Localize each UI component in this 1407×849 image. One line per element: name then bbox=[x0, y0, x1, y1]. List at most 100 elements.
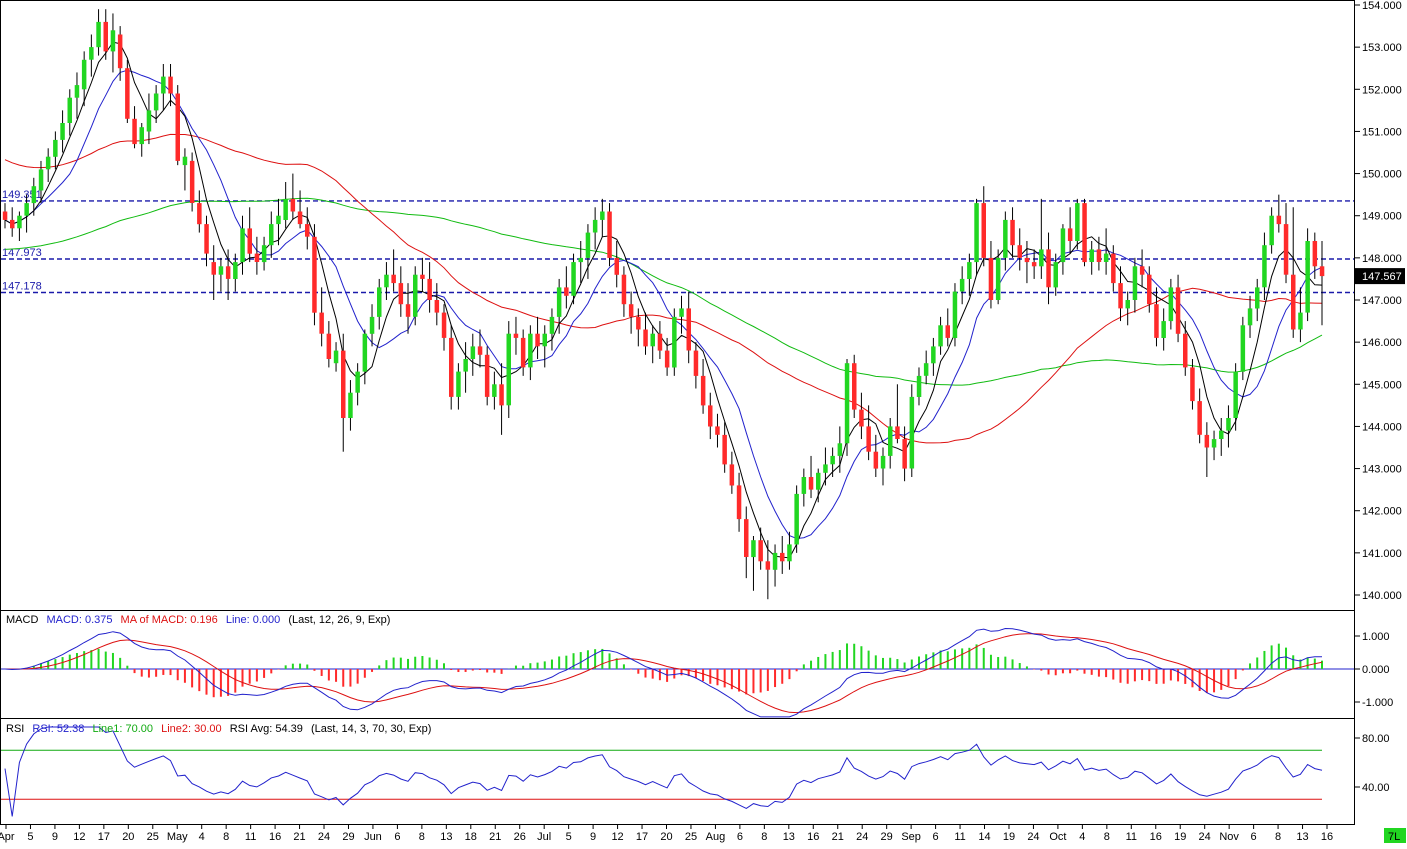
time-tick-label: 20 bbox=[122, 831, 134, 843]
candle-body bbox=[492, 384, 497, 397]
candle-body bbox=[664, 350, 670, 368]
time-tick-label: 19 bbox=[1003, 831, 1015, 843]
candle-body bbox=[45, 156, 51, 170]
price-tick-label: 152.000 bbox=[1362, 84, 1402, 96]
time-tick-label: 24 bbox=[1027, 831, 1039, 843]
ma-mid-line bbox=[4, 69, 1323, 540]
macd-tick-label: -1.000 bbox=[1362, 697, 1393, 709]
candle-body bbox=[305, 224, 310, 237]
rsi-indicator: 80.00 40.00 bbox=[1, 726, 1390, 817]
candle-body bbox=[693, 350, 699, 376]
candle-body bbox=[657, 333, 663, 351]
ma-long-line bbox=[4, 133, 1323, 444]
macd-signal-line bbox=[4, 633, 1323, 714]
candle-body bbox=[614, 257, 619, 275]
candlesticks bbox=[2, 9, 1325, 600]
candle-body bbox=[1240, 325, 1246, 372]
candle-body bbox=[1226, 418, 1231, 431]
time-tick-label: Nov bbox=[1219, 831, 1239, 843]
candle-body bbox=[240, 228, 245, 263]
candle-body bbox=[38, 169, 44, 191]
time-tick-label: 17 bbox=[98, 831, 110, 843]
time-tick-label: 8 bbox=[1275, 831, 1281, 843]
rsi-tick-label: 80.00 bbox=[1362, 733, 1390, 745]
time-tick-label: 8 bbox=[419, 831, 425, 843]
candle-body bbox=[787, 544, 792, 562]
candle-body bbox=[24, 203, 29, 216]
candle-body bbox=[477, 346, 483, 355]
candle-body bbox=[377, 287, 382, 317]
candle-body bbox=[607, 211, 612, 258]
time-tick-label: 6 bbox=[933, 831, 939, 843]
candle-body bbox=[218, 266, 224, 275]
candle-body bbox=[1197, 401, 1202, 435]
last-price-label: 147.567 bbox=[1362, 271, 1402, 283]
time-tick-label: 6 bbox=[394, 831, 400, 843]
corner-badge: 7L bbox=[1388, 831, 1400, 843]
price-axis: 154.000 153.000 152.000 151.000 150.000 149.0… bbox=[1354, 0, 1405, 602]
candle-body bbox=[204, 224, 209, 254]
candle-body bbox=[1125, 300, 1130, 309]
candle-body bbox=[895, 426, 900, 439]
candle-body bbox=[1082, 203, 1087, 263]
candle-body bbox=[765, 561, 771, 570]
candle-body bbox=[1233, 371, 1238, 418]
ma-short-line bbox=[4, 41, 1323, 559]
price-tick-label: 149.000 bbox=[1362, 211, 1402, 223]
moving-averages bbox=[4, 41, 1323, 559]
candle-body bbox=[1067, 228, 1073, 241]
time-tick-label: 8 bbox=[761, 831, 767, 843]
candle-body bbox=[10, 219, 15, 229]
time-tick-label: 13 bbox=[1296, 831, 1308, 843]
time-tick-label: Sep bbox=[901, 831, 921, 843]
price-tick-label: 143.000 bbox=[1362, 464, 1402, 476]
time-tick-label: May bbox=[167, 831, 188, 843]
candle-body bbox=[67, 97, 72, 123]
candle-body bbox=[290, 198, 296, 212]
time-tick-label: 5 bbox=[27, 831, 33, 843]
macd-tick-label: 1.000 bbox=[1362, 631, 1390, 643]
candle-body bbox=[1283, 224, 1289, 275]
candle-body bbox=[722, 434, 727, 465]
candle-body bbox=[168, 76, 173, 94]
macd-tick-label: 0.000 bbox=[1362, 664, 1390, 676]
candle-body bbox=[1031, 262, 1037, 267]
time-tick-label: Aug bbox=[706, 831, 726, 843]
candle-body bbox=[125, 68, 130, 119]
candle-body bbox=[211, 262, 216, 275]
candle-body bbox=[153, 93, 159, 111]
rsi-panel-frame bbox=[0, 718, 1355, 825]
candle-body bbox=[549, 316, 555, 334]
last-price-box bbox=[1355, 268, 1405, 285]
candle-body bbox=[441, 312, 447, 338]
candle-body bbox=[261, 245, 267, 263]
candle-body bbox=[355, 371, 360, 393]
candle-body bbox=[1075, 203, 1080, 241]
macd-panel-frame bbox=[0, 610, 1355, 719]
candle-body bbox=[1262, 245, 1267, 288]
time-tick-label: 8 bbox=[1104, 831, 1110, 843]
candle-body bbox=[794, 493, 799, 545]
candle-body bbox=[362, 333, 368, 372]
candle-body bbox=[1161, 321, 1166, 338]
price-panel-frame bbox=[0, 0, 1355, 611]
candle-body bbox=[1255, 287, 1260, 309]
candle-body bbox=[844, 363, 850, 444]
candle-body bbox=[650, 333, 655, 347]
candle-body bbox=[830, 455, 835, 465]
candle-body bbox=[628, 304, 634, 317]
candle-body bbox=[708, 405, 713, 427]
candle-body bbox=[542, 333, 547, 347]
candle-body bbox=[1175, 287, 1181, 334]
candle-body bbox=[233, 262, 238, 279]
time-tick-label: Apr bbox=[0, 831, 15, 843]
time-tick-label: Jun bbox=[364, 831, 382, 843]
candle-body bbox=[319, 312, 324, 334]
candle-body bbox=[60, 123, 65, 140]
price-tick-label: 145.000 bbox=[1362, 379, 1402, 391]
candle-body bbox=[391, 274, 396, 284]
candle-body bbox=[1190, 367, 1195, 402]
time-tick-label: Oct bbox=[1049, 831, 1066, 843]
